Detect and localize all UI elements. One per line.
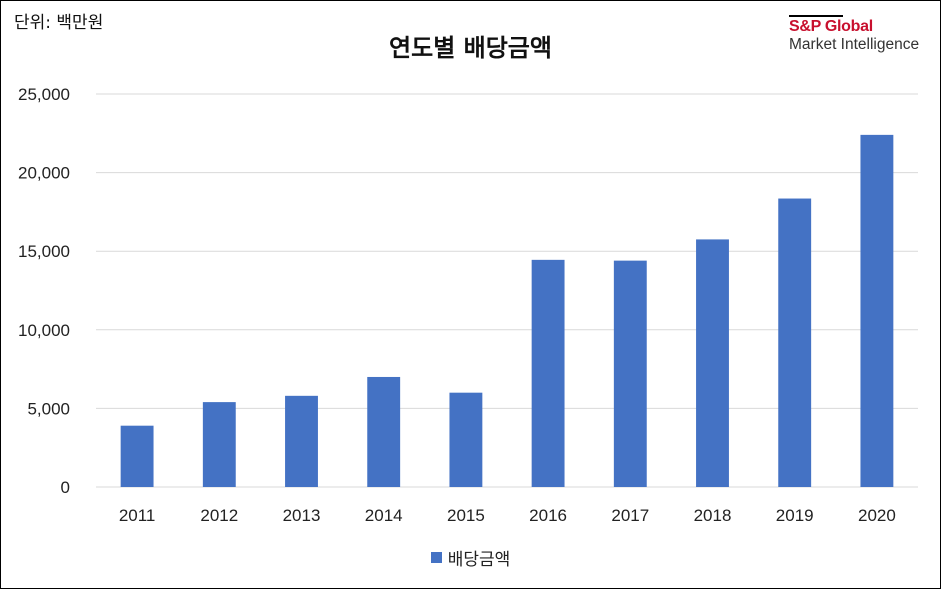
y-tick-label: 10,000 bbox=[18, 321, 70, 340]
logo-brand: S&P Global bbox=[789, 18, 873, 35]
y-tick-label: 15,000 bbox=[18, 242, 70, 261]
y-tick-label: 20,000 bbox=[18, 164, 70, 183]
x-tick-label: 2016 bbox=[529, 506, 567, 525]
bar-2020 bbox=[860, 134, 894, 487]
x-tick-label: 2014 bbox=[365, 506, 403, 525]
legend-swatch bbox=[430, 552, 442, 563]
x-tick-label: 2017 bbox=[611, 506, 649, 525]
x-tick-label: 2011 bbox=[119, 506, 156, 525]
chart-title: 연도별 배당금액 bbox=[389, 34, 552, 62]
bar-2019 bbox=[778, 198, 812, 487]
bar-2014 bbox=[367, 376, 401, 487]
x-tick-label: 2012 bbox=[200, 506, 238, 525]
y-axis-ticks: 0 5,000 10,000 15,000 20,000 25,000 bbox=[18, 85, 70, 497]
x-tick-label: 2018 bbox=[694, 506, 732, 525]
x-tick-label: 2015 bbox=[447, 506, 485, 525]
y-tick-label: 25,000 bbox=[18, 85, 70, 104]
bars bbox=[120, 134, 894, 487]
legend: 배당금액 bbox=[0, 545, 941, 570]
y-tick-label: 0 bbox=[61, 478, 70, 497]
sp-global-logo: S&P Global Market Intelligence bbox=[789, 15, 919, 54]
x-tick-label: 2019 bbox=[776, 506, 814, 525]
bar-2016 bbox=[531, 259, 565, 487]
y-tick-label: 5,000 bbox=[27, 399, 70, 418]
x-tick-label: 2020 bbox=[858, 506, 896, 525]
bar-2013 bbox=[285, 395, 318, 487]
bar-2015 bbox=[449, 392, 483, 487]
bar-2011 bbox=[120, 425, 154, 487]
x-tick-label: 2013 bbox=[283, 506, 321, 525]
legend-label: 배당금액 bbox=[447, 550, 511, 570]
bar-2017 bbox=[613, 260, 647, 487]
logo-subtitle: Market Intelligence bbox=[789, 36, 920, 53]
x-axis-ticks: 2011 2012 2013 2014 2015 2016 2017 2018 2019 2020 bbox=[119, 506, 896, 525]
bar-2018 bbox=[696, 239, 729, 487]
bar-2012 bbox=[202, 402, 236, 487]
logo-bar bbox=[789, 15, 843, 17]
unit-label: 단위: 백만원 bbox=[14, 13, 104, 33]
